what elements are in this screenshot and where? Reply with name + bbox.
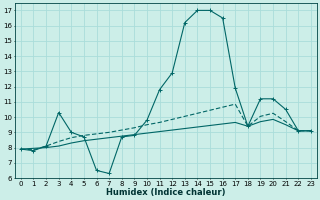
X-axis label: Humidex (Indice chaleur): Humidex (Indice chaleur): [106, 188, 226, 197]
